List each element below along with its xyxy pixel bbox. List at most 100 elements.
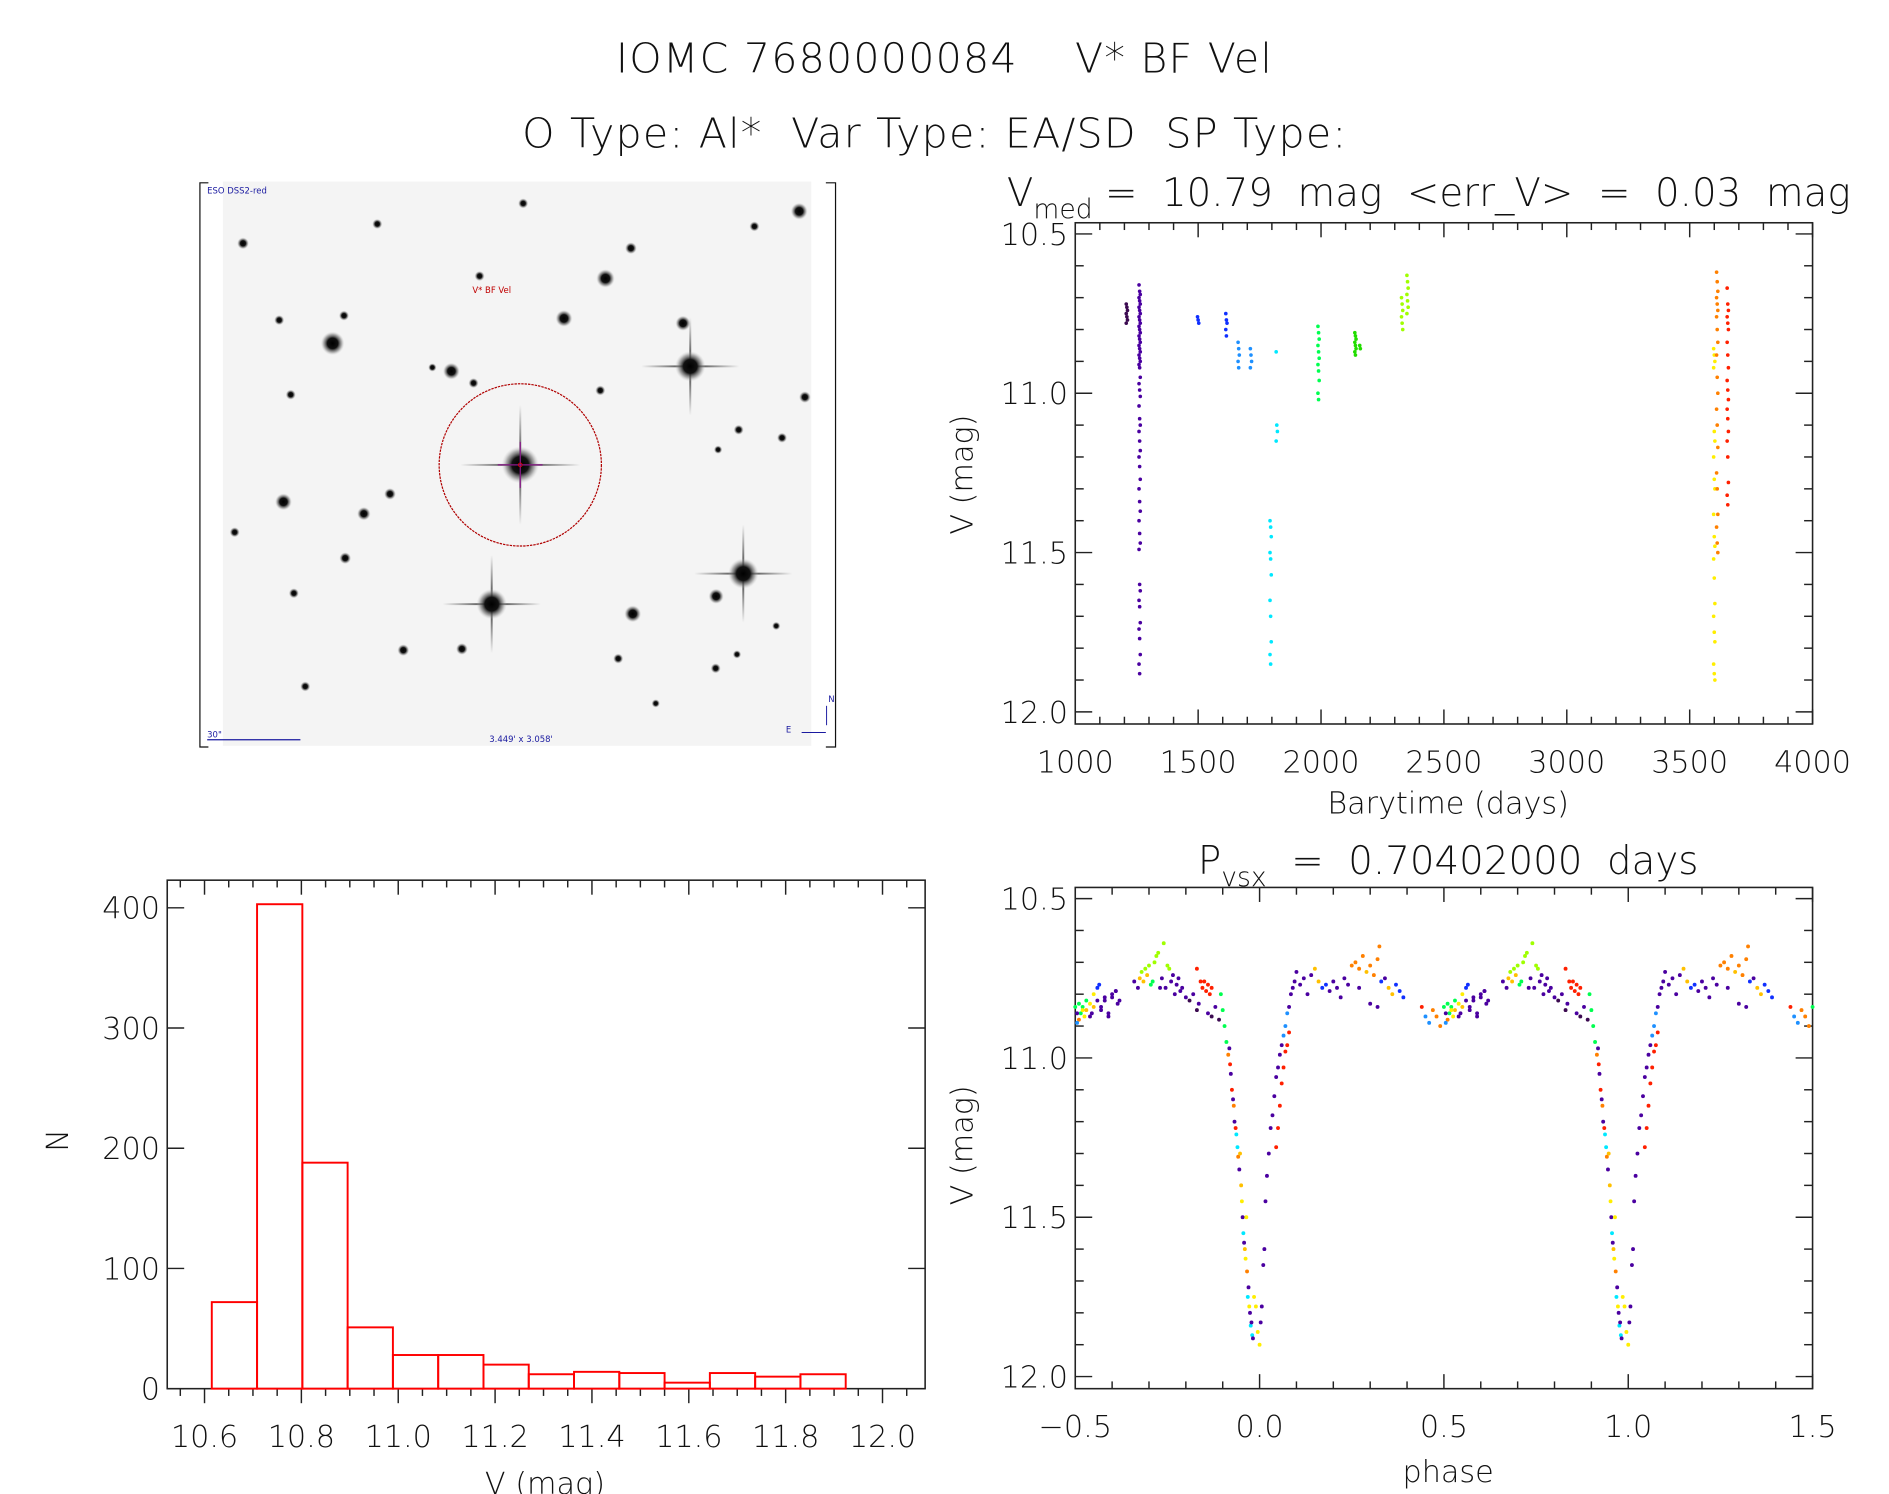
data-point [1513,973,1518,978]
data-point [1618,1333,1623,1338]
data-point [1405,292,1409,297]
data-point [1726,397,1731,402]
star [596,269,615,288]
data-point [1576,992,1581,997]
data-point [1628,1304,1633,1309]
star [790,202,808,220]
data-point [1240,1215,1245,1220]
data-point [1183,995,1188,1000]
data-point [1252,1294,1256,1299]
data-point [1379,979,1384,984]
data-point [1226,1052,1231,1057]
data-point [1225,321,1229,325]
data-point [1353,343,1358,348]
histogram-bar [573,1370,621,1390]
data-point [1716,445,1720,450]
star [674,351,706,382]
data-point [1523,954,1527,958]
y-tick-label: 10.5 [1001,218,1068,253]
data-point [1449,1008,1454,1013]
data-point [1478,995,1483,1000]
target-label: V* BF Vel [472,285,511,295]
data-point [1746,944,1750,949]
data-point [1725,966,1730,971]
data-point [1276,1126,1280,1130]
data-point [1145,973,1150,978]
data-point [1627,1320,1632,1325]
data-point [1268,550,1272,555]
data-point [1715,302,1720,306]
data-point [1419,1004,1424,1009]
data-point [1124,321,1129,325]
data-point [1715,375,1720,380]
data-point [1377,944,1382,949]
data-point [1712,534,1717,539]
x-tick-label: −0.5 [1039,1410,1112,1445]
star [442,362,460,380]
x-axis-label: V (mag) [485,1467,605,1494]
data-point [1445,1017,1450,1022]
data-point [1657,992,1662,997]
data-point [1524,950,1529,955]
x-tick-label: 1.0 [1604,1410,1652,1445]
data-point [1611,1247,1616,1252]
data-point [1608,1199,1613,1204]
data-point [1316,369,1321,373]
data-point [1653,1011,1658,1016]
x-tick-label: 3500 [1651,745,1728,780]
data-point [1792,1014,1797,1019]
data-point [1642,1075,1647,1079]
star [320,331,345,356]
data-point [1137,455,1141,459]
data-point [1285,1043,1290,1048]
data-point [1357,985,1362,990]
data-point [1110,995,1115,1000]
data-point [1137,439,1142,443]
data-point [1217,1017,1221,1022]
x-tick-label: 10.6 [171,1420,238,1455]
data-point [1137,388,1142,392]
data-point [1137,487,1141,491]
data-point [1209,985,1214,990]
data-point [1430,1008,1435,1013]
data-point [1547,989,1551,993]
east-label: E [786,724,791,734]
x-tick-label: 11.2 [461,1420,528,1455]
data-point [1082,1014,1087,1019]
data-point [1616,1310,1621,1315]
data-point [1725,502,1730,507]
data-point [1528,976,1533,981]
data-point [1423,1014,1428,1019]
data-point [1725,340,1729,345]
data-point [1725,388,1730,392]
data-point [1726,365,1731,370]
data-point [1316,397,1321,402]
data-point [1158,985,1162,990]
data-point [1460,992,1465,997]
data-point [1599,1097,1604,1102]
data-point [1301,976,1306,981]
data-point [1106,1014,1111,1019]
data-point [1582,1004,1586,1009]
data-point [1233,1126,1238,1130]
data-point [1220,1008,1225,1013]
data-point [1102,998,1107,1003]
y-axis-label: V (mag) [945,1085,980,1205]
y-tick-label: 10.5 [1001,882,1068,917]
data-point [1602,1126,1607,1130]
data-point [1269,639,1274,644]
y-tick-label: 11.5 [1001,536,1068,571]
data-point [1526,985,1531,990]
star [595,385,606,396]
x-tick-label: 0.5 [1420,1410,1468,1445]
data-point [1270,1113,1275,1118]
data-point [1138,292,1143,297]
data-point [1137,429,1141,434]
data-point [1445,1001,1450,1006]
star [237,237,249,250]
data-point [1711,346,1716,351]
data-point [1510,979,1515,984]
data-point [1274,1075,1279,1079]
data-point [1458,1011,1463,1016]
